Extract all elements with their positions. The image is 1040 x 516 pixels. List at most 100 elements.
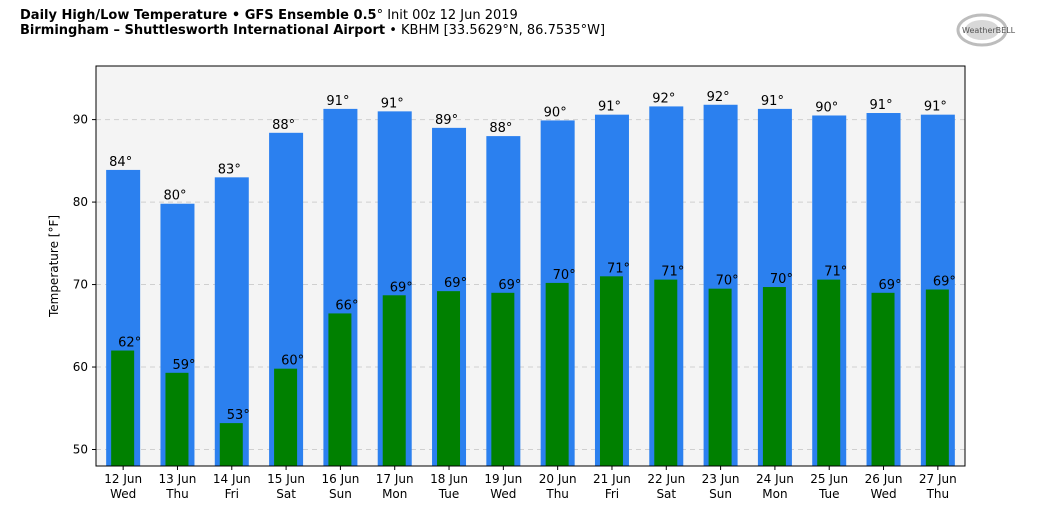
y-tick-label: 50 (73, 443, 88, 457)
subtitle-station: Birmingham – Shuttlesworth International… (20, 23, 386, 38)
x-tick-day: Wed (110, 487, 136, 501)
high-temp-label: 91° (326, 94, 349, 109)
low-temp-label: 70° (770, 272, 793, 287)
x-tick-day: Tue (818, 487, 840, 501)
high-temp-label: 90° (815, 100, 838, 115)
x-tick-day: Tue (438, 487, 460, 501)
low-temp-label: 70° (553, 268, 576, 283)
low-temp-label: 71° (661, 265, 684, 280)
low-temp-bar (654, 279, 678, 466)
low-temp-bar (925, 289, 949, 466)
high-temp-label: 91° (598, 100, 621, 115)
x-tick-day: Thu (926, 487, 950, 501)
y-tick-label: 80 (73, 195, 88, 209)
x-tick-day: Mon (762, 487, 787, 501)
x-tick-day: Sat (656, 487, 676, 501)
low-temp-bar (382, 295, 406, 466)
low-temp-label: 69° (879, 278, 902, 293)
low-temp-label: 62° (118, 336, 141, 351)
chart-header: Daily High/Low Temperature • GFS Ensembl… (20, 8, 605, 38)
x-tick-date: 24 Jun (756, 472, 794, 486)
x-tick-day: Fri (225, 487, 239, 501)
x-tick-date: 15 Jun (267, 472, 305, 486)
low-temp-label: 66° (335, 298, 358, 313)
x-tick-day: Wed (870, 487, 896, 501)
x-tick-date: 27 Jun (919, 472, 957, 486)
high-temp-label: 88° (489, 121, 512, 136)
x-tick-day: Mon (382, 487, 407, 501)
low-temp-label: 53° (227, 408, 250, 423)
x-tick-date: 14 Jun (213, 472, 251, 486)
logo-text: WeatherBELL (962, 26, 1016, 35)
low-temp-bar (817, 279, 841, 466)
x-tick-date: 17 Jun (376, 472, 414, 486)
x-tick-day: Sun (329, 487, 352, 501)
low-temp-label: 71° (824, 265, 847, 280)
high-temp-label: 88° (272, 118, 295, 133)
x-tick-day: Sat (276, 487, 296, 501)
x-tick-date: 26 Jun (865, 472, 903, 486)
low-temp-label: 70° (716, 274, 739, 289)
x-tick-day: Thu (545, 487, 569, 501)
x-tick-date: 19 Jun (484, 472, 522, 486)
y-tick-label: 90 (73, 113, 88, 127)
low-temp-bar (274, 368, 298, 466)
title-init: Init 00z 12 Jun 2019 (383, 8, 518, 23)
low-temp-bar (219, 423, 243, 466)
high-temp-label: 91° (870, 98, 893, 113)
high-temp-label: 91° (761, 94, 784, 109)
x-tick-date: 18 Jun (430, 472, 468, 486)
low-temp-bar (762, 287, 786, 466)
high-temp-label: 83° (218, 162, 241, 177)
x-tick-day: Thu (165, 487, 189, 501)
low-temp-label: 59° (172, 358, 195, 373)
x-tick-day: Fri (605, 487, 619, 501)
y-tick-label: 70 (73, 278, 88, 292)
high-temp-label: 90° (544, 105, 567, 120)
value-labels: 84° 62° 80° 59° 83° 53° 88° 60° 91° 66° 91° 69° 89° 6… (109, 90, 956, 423)
high-temp-label: 80° (163, 189, 186, 204)
weatherbell-logo: WeatherBELL (956, 13, 1016, 47)
x-tick-date: 21 Jun (593, 472, 631, 486)
x-tick-day: Wed (490, 487, 516, 501)
x-tick-date: 16 Jun (321, 472, 359, 486)
x-tick-date: 13 Jun (159, 472, 197, 486)
low-temp-bar (871, 292, 895, 466)
high-temp-label: 92° (707, 90, 730, 105)
low-temp-label: 71° (607, 261, 630, 276)
chart-subtitle: Birmingham – Shuttlesworth International… (20, 23, 605, 38)
high-temp-label: 91° (924, 100, 947, 115)
low-temp-bar (599, 276, 623, 466)
x-tick-date: 20 Jun (539, 472, 577, 486)
x-tick-date: 22 Jun (647, 472, 685, 486)
title-degree: ° (376, 8, 384, 23)
low-temp-bar (111, 350, 135, 466)
x-tick-day: Sun (709, 487, 732, 501)
subtitle-coords: • KBHM [33.5629°N, 86.7535°W] (385, 23, 606, 38)
high-temp-label: 92° (652, 91, 675, 106)
low-temp-label: 69° (498, 278, 521, 293)
y-axis-label: Temperature [°F] (47, 215, 61, 318)
low-temp-label: 69° (390, 280, 413, 295)
plot-frame (95, 65, 966, 467)
x-tick-date: 25 Jun (810, 472, 848, 486)
y-axis: 50 60 70 80 90 (73, 113, 96, 457)
low-temp-label: 69° (933, 275, 956, 290)
title-bold: Daily High/Low Temperature • GFS Ensembl… (20, 8, 377, 23)
low-temp-bar (491, 292, 515, 466)
y-tick-label: 60 (73, 360, 88, 374)
high-temp-label: 84° (109, 155, 132, 170)
low-temp-bar (437, 291, 461, 466)
low-temp-bar (165, 372, 189, 466)
high-temp-bar (214, 177, 249, 466)
chart-title: Daily High/Low Temperature • GFS Ensembl… (20, 8, 605, 23)
low-temp-bar (545, 282, 569, 466)
x-tick-date: 12 Jun (104, 472, 142, 486)
high-temp-label: 91° (381, 96, 404, 111)
high-temp-label: 89° (435, 113, 458, 128)
low-temp-label: 60° (281, 354, 304, 369)
low-temp-bar (708, 288, 732, 466)
bars (106, 104, 955, 467)
